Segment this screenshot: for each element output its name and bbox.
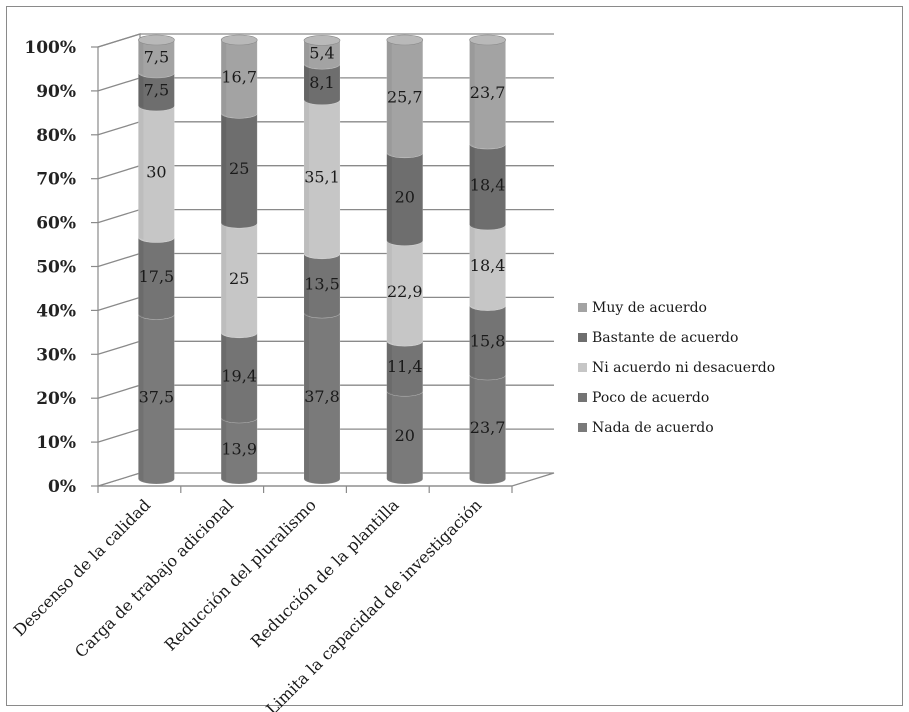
legend-label: Bastante de acuerdo — [592, 330, 738, 346]
bar-segment-shade — [138, 237, 144, 317]
bar-segment-shade — [386, 40, 392, 155]
x-tick-label: Reducción del pluralismo — [161, 495, 320, 654]
bar-stack: 37,8 13,5 35,1 8,1 5,4 — [303, 35, 341, 485]
data-label: 13,9 — [221, 439, 257, 458]
bar-top-cap — [138, 34, 175, 46]
bar-segment-shade — [469, 305, 475, 377]
bars: 37,5 17,5 30 7,5 7,5 13,9 19,4 25 25 16,7 37,8 13,5… — [138, 34, 506, 485]
data-label: 16,7 — [221, 68, 257, 87]
data-label: 11,4 — [387, 357, 423, 376]
bar-segment-shade — [221, 417, 227, 481]
data-label: 17,5 — [139, 267, 175, 286]
y-axis: 0% 10% 20% 30% 40% 50% 60% 70% 80% 90% 100% — [24, 38, 98, 497]
legend-swatch — [578, 303, 587, 312]
data-label: 37,8 — [304, 387, 340, 406]
data-label: 18,4 — [470, 256, 506, 275]
data-label: 23,7 — [470, 418, 506, 437]
x-tick-label: Carga de trabajo adicional — [71, 495, 237, 661]
data-label: 19,4 — [221, 366, 257, 385]
bar-segment-shade — [304, 64, 309, 102]
bar-segment-shade — [386, 152, 392, 243]
data-label: 35,1 — [304, 168, 340, 187]
bar-segment-shade — [304, 40, 309, 67]
bar-segment-shade — [386, 391, 392, 481]
bar-segment-shade — [469, 144, 475, 227]
data-label: 20 — [395, 426, 415, 445]
bar-top-cap — [386, 34, 424, 46]
y-tick-label: 30% — [36, 345, 76, 365]
bar-segment-shade — [304, 99, 309, 256]
bar-segment-shade — [221, 332, 227, 420]
data-label: 23,7 — [470, 83, 506, 102]
data-label: 18,4 — [470, 175, 506, 194]
legend-swatch — [578, 393, 587, 402]
legend-swatch — [578, 333, 587, 342]
bar-segment-shade — [221, 113, 227, 226]
bar-segment-shade — [138, 40, 144, 75]
y-tick-label: 50% — [36, 258, 76, 278]
bar-segment-shade — [469, 374, 475, 481]
data-label: 15,8 — [470, 331, 506, 350]
legend-label: Poco de acuerdo — [592, 390, 709, 406]
data-label: 5,4 — [309, 43, 334, 62]
x-tick-label: Reducción de la plantilla — [247, 495, 403, 651]
bar-stack: 23,7 15,8 18,4 18,4 23,7 — [469, 34, 506, 485]
bar-segment-shade — [304, 313, 309, 481]
legend-label: Muy de acuerdo — [592, 300, 707, 316]
bar-segment-shade — [386, 240, 392, 344]
bar-segment-shade — [469, 40, 475, 147]
data-label: 13,5 — [304, 274, 340, 293]
y-tick-label: 80% — [36, 126, 76, 146]
bar-top-cap — [220, 34, 258, 46]
data-label: 8,1 — [309, 73, 334, 92]
bar-top-cap — [303, 35, 341, 46]
bar-segment-shade — [469, 224, 475, 308]
bar-segment-shade — [138, 72, 144, 108]
gridline — [97, 33, 554, 48]
data-label: 7,5 — [144, 80, 169, 99]
data-label: 25 — [229, 159, 249, 178]
y-tick-label: 90% — [36, 82, 76, 102]
legend-label: Nada de acuerdo — [592, 420, 714, 436]
bar-stack: 20 11,4 22,9 20 25,7 — [386, 34, 424, 485]
y-tick-label: 40% — [36, 301, 76, 321]
data-label: 20 — [395, 188, 415, 207]
data-label: 30 — [146, 163, 166, 182]
data-label: 7,5 — [144, 47, 169, 66]
bar-segment-shade — [138, 314, 144, 481]
data-label: 22,9 — [387, 282, 423, 301]
y-tick-label: 10% — [36, 433, 76, 453]
y-tick-label: 100% — [24, 38, 76, 58]
y-tick-label: 20% — [36, 389, 76, 409]
bar-top-cap — [469, 34, 506, 46]
x-tick-label: Descenso de la calidad — [10, 495, 155, 640]
bar-stack: 37,5 17,5 30 7,5 7,5 — [138, 34, 175, 485]
legend: Muy de acuerdo Bastante de acuerdo Ni acue… — [578, 300, 775, 436]
y-tick-label: 70% — [36, 170, 76, 190]
legend-swatch — [578, 423, 587, 432]
y-tick-label: 0% — [48, 477, 76, 497]
bar-segment-shade — [304, 253, 309, 316]
bar-segment-shade — [138, 105, 144, 240]
legend-label: Ni acuerdo ni desacuerdo — [592, 360, 775, 376]
data-label: 37,5 — [139, 388, 175, 407]
bar-segment-shade — [386, 341, 392, 394]
bar-segment-shade — [221, 40, 227, 116]
y-tick-label: 60% — [36, 214, 76, 234]
legend-swatch — [578, 363, 587, 372]
data-label: 25 — [229, 269, 249, 288]
data-label: 25,7 — [387, 87, 423, 106]
bar-stack: 13,9 19,4 25 25 16,7 — [220, 34, 258, 485]
bar-segment-shade — [221, 223, 227, 335]
